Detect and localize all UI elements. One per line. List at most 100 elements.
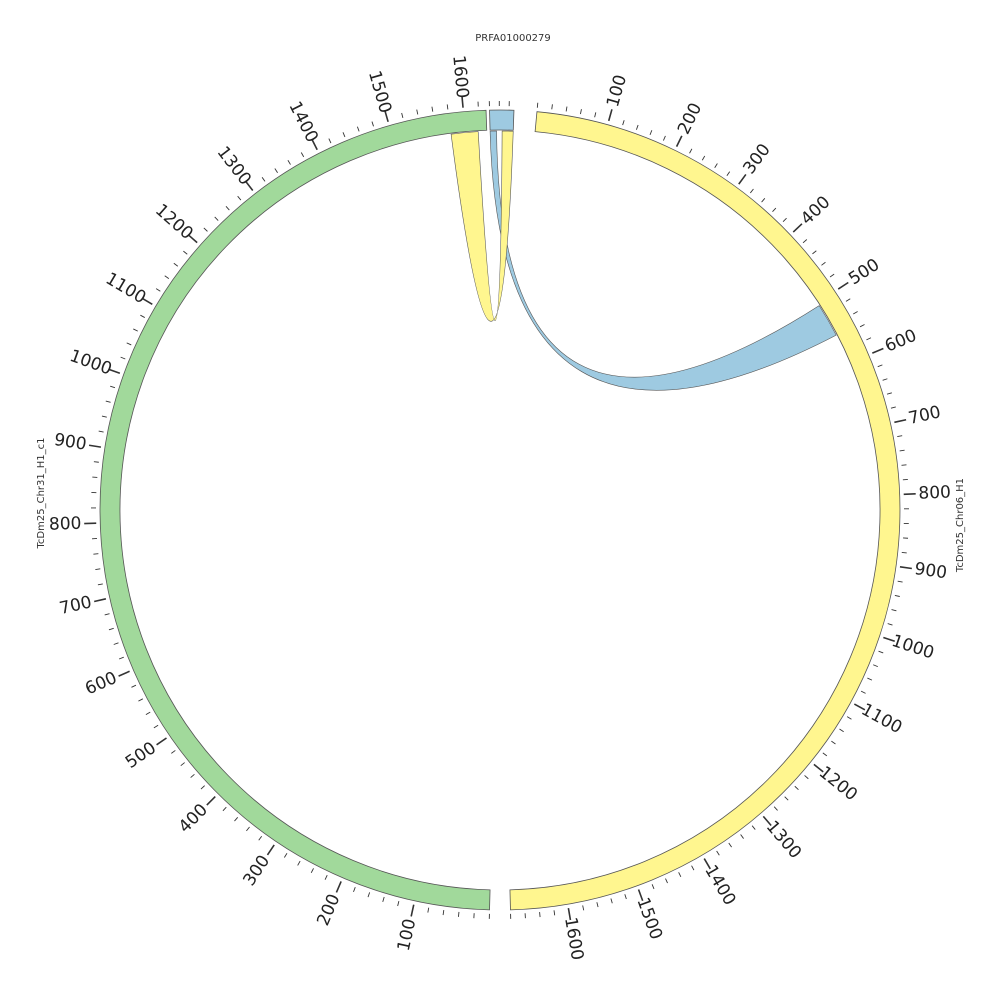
minor-tick-chr31 [298, 861, 300, 865]
minor-tick-chr31 [343, 132, 345, 137]
tick-label-chr06: 1600 [560, 916, 587, 962]
tick-label-chr31: 1300 [213, 143, 255, 189]
minor-tick-chr06 [741, 835, 744, 839]
minor-tick-chr06 [750, 189, 753, 193]
tick-label-chr06: 300 [739, 140, 774, 178]
sequence-label-chr06: TcDm25_Chr06_H1 [955, 478, 966, 573]
minor-tick-chr31 [156, 289, 160, 292]
minor-tick-chr31 [275, 169, 278, 173]
minor-tick-chr31 [238, 196, 241, 200]
minor-tick-chr31 [284, 853, 287, 857]
minor-tick-chr31 [311, 868, 313, 872]
minor-tick-chr06 [902, 465, 907, 466]
minor-tick-chr31 [443, 910, 444, 915]
minor-tick-chr31 [368, 892, 370, 897]
tick-label-chr06: 1300 [762, 817, 805, 863]
minor-tick-chr06 [552, 104, 553, 109]
minor-tick-chr06 [860, 325, 864, 327]
tick-label-chr06: 600 [882, 326, 920, 357]
minor-tick-chr06 [873, 665, 878, 667]
tick-label-chr06: 1000 [889, 631, 936, 664]
minor-tick-chr06 [652, 884, 654, 889]
minor-tick-chr06 [879, 651, 884, 653]
sequence-label-prfa: PRFA01000279 [475, 33, 551, 44]
major-tick-chr06 [838, 283, 848, 290]
minor-tick-chr06 [752, 826, 755, 830]
minor-tick-chr06 [892, 610, 897, 611]
minor-tick-chr31 [372, 122, 374, 127]
minor-tick-chr31 [154, 725, 158, 728]
minor-tick-chr31 [138, 699, 142, 701]
major-tick-chr06 [677, 136, 682, 147]
minor-tick-chr31 [99, 431, 104, 432]
minor-tick-chr06 [623, 120, 625, 125]
minor-tick-chr06 [772, 208, 775, 212]
minor-tick-chr31 [325, 875, 327, 880]
minor-tick-chr06 [831, 741, 835, 744]
minor-tick-chr06 [898, 581, 903, 582]
minor-tick-chr06 [888, 624, 893, 625]
minor-tick-chr06 [566, 107, 567, 112]
minor-tick-chr06 [785, 797, 789, 801]
minor-tick-chr31 [98, 584, 103, 585]
minor-tick-chr31 [288, 160, 291, 164]
minor-tick-chr06 [900, 450, 905, 451]
minor-tick-chr31 [458, 912, 459, 917]
minor-tick-chr31 [174, 263, 178, 266]
minor-tick-chr31 [201, 786, 205, 789]
minor-tick-chr31 [171, 750, 175, 753]
major-tick-chr31 [207, 797, 215, 806]
minor-tick-chr06 [611, 898, 612, 903]
minor-tick-chr31 [183, 251, 187, 254]
major-tick-chr31 [157, 738, 167, 745]
minor-tick-chr31 [223, 807, 226, 811]
minor-tick-chr31 [417, 110, 418, 115]
minor-tick-chr31 [119, 657, 124, 659]
minor-tick-chr31 [109, 628, 114, 629]
minor-tick-chr31 [165, 276, 169, 279]
tick-layer: 1002003004005006007008009001000110012001… [49, 54, 952, 961]
minor-tick-chr06 [887, 393, 892, 394]
tick-label-chr31: 1500 [364, 68, 395, 115]
minor-tick-chr06 [636, 125, 638, 130]
tick-label-chr31: 900 [53, 430, 88, 455]
tick-label-chr06: 100 [603, 73, 631, 110]
minor-tick-chr31 [447, 104, 448, 109]
tick-label-chr31: 500 [122, 738, 160, 773]
minor-tick-chr31 [102, 416, 107, 417]
tick-label-chr31: 1000 [67, 346, 114, 379]
minor-tick-chr31 [93, 554, 98, 555]
tick-label-chr31: 1400 [284, 98, 321, 146]
tick-label-chr31: 300 [239, 852, 274, 890]
minor-tick-chr06 [803, 240, 807, 243]
tick-label-chr31: 1200 [151, 200, 197, 244]
minor-tick-chr06 [895, 595, 900, 596]
minor-tick-chr06 [897, 436, 902, 437]
minor-tick-chr06 [729, 843, 732, 847]
minor-tick-chr31 [262, 177, 265, 181]
minor-tick-chr31 [105, 614, 110, 615]
tick-label-chr06: 700 [907, 402, 943, 429]
minor-tick-chr31 [234, 817, 237, 821]
minor-tick-chr06 [679, 872, 681, 876]
minor-tick-chr31 [191, 774, 195, 777]
minor-tick-chr06 [690, 149, 692, 153]
minor-tick-chr06 [665, 879, 667, 884]
major-tick-chr06 [872, 349, 883, 354]
minor-tick-chr31 [146, 712, 150, 715]
major-tick-chr31 [89, 445, 101, 447]
tick-label-chr06: 400 [797, 192, 834, 229]
sequence-label-chr31: TcDm25_Chr31_H1_c1 [36, 438, 47, 550]
tick-label-chr06: 900 [913, 559, 948, 583]
link-ribbon-0 [490, 131, 836, 390]
minor-tick-chr06 [853, 312, 857, 314]
tick-label-chr06: 1400 [700, 862, 739, 909]
minor-tick-chr06 [821, 262, 825, 265]
minor-tick-chr06 [795, 786, 799, 789]
minor-tick-chr31 [226, 206, 229, 210]
minor-tick-chr31 [95, 569, 100, 570]
minor-tick-chr31 [127, 343, 132, 345]
minor-tick-chr31 [94, 462, 99, 463]
minor-tick-chr31 [329, 139, 331, 144]
